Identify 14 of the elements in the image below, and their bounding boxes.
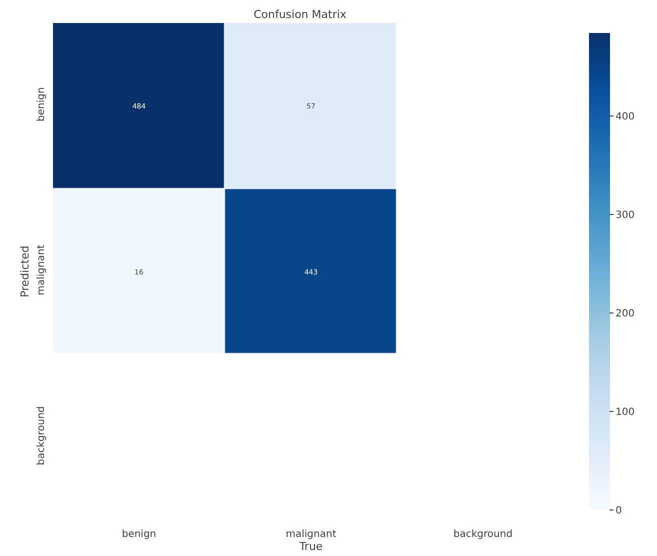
color-bar-label: 300 bbox=[616, 210, 635, 221]
chart-title: Confusion Matrix bbox=[254, 8, 347, 21]
y-tick-label: background bbox=[36, 406, 47, 466]
x-tick-label: benign bbox=[122, 529, 156, 540]
x-axis-title: True bbox=[298, 540, 323, 553]
color-bar-label: 0 bbox=[616, 506, 622, 516]
y-tick-label: malignant bbox=[36, 244, 47, 296]
y-axis-title: Predicted bbox=[18, 246, 32, 298]
color-bar-label: 400 bbox=[616, 111, 635, 122]
x-tick-label: malignant bbox=[286, 529, 336, 540]
color-bar-label: 100 bbox=[616, 406, 635, 418]
x-tick-label: background bbox=[453, 529, 513, 540]
color-bar-label: 200 bbox=[616, 308, 635, 320]
y-tick-label: benign bbox=[36, 87, 47, 122]
